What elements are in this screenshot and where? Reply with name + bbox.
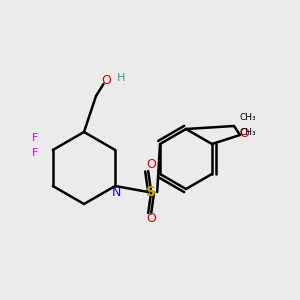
Text: O: O xyxy=(146,212,156,226)
Text: S: S xyxy=(146,185,156,199)
Text: N: N xyxy=(112,185,122,199)
Text: O: O xyxy=(240,127,249,140)
Text: F: F xyxy=(32,133,38,143)
Text: H: H xyxy=(117,73,126,83)
Text: O: O xyxy=(102,74,111,88)
Text: CH₃: CH₃ xyxy=(240,112,256,122)
Text: O: O xyxy=(146,158,156,172)
Text: CH₃: CH₃ xyxy=(240,128,256,136)
Text: F: F xyxy=(32,148,38,158)
